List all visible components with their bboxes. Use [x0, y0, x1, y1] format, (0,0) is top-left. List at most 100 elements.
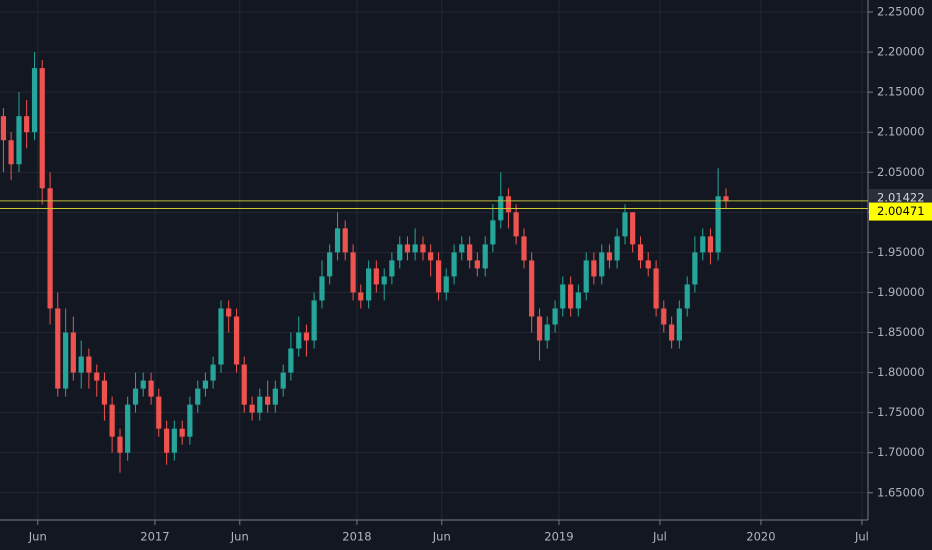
- candle-body: [366, 268, 372, 301]
- candle-body: [474, 260, 480, 269]
- candle-body: [94, 372, 100, 381]
- x-tick-label: Jun: [432, 530, 451, 544]
- candle-body: [226, 308, 232, 317]
- candle-body: [606, 252, 613, 261]
- candle-body: [63, 332, 69, 389]
- candle-body: [443, 276, 449, 293]
- candle-body: [358, 292, 364, 301]
- y-tick-label: 2.10000: [877, 125, 925, 139]
- candle-body: [78, 356, 84, 373]
- candle-body: [342, 228, 348, 253]
- candle-body: [327, 252, 333, 277]
- candle-body: [70, 332, 76, 373]
- y-tick-label: 1.90000: [877, 285, 925, 299]
- candle-body: [591, 260, 597, 277]
- candle-body: [86, 356, 92, 373]
- candle-body: [381, 276, 387, 285]
- candle-body: [202, 380, 209, 389]
- candle-body: [505, 196, 512, 213]
- candle-body: [109, 404, 115, 437]
- candle-body: [132, 388, 139, 405]
- candle-body: [218, 308, 224, 365]
- candle-body: [195, 388, 201, 405]
- x-tick-label: 2018: [342, 530, 371, 544]
- candle-body: [404, 244, 411, 253]
- candle-body: [265, 396, 271, 405]
- candle-body: [233, 316, 240, 365]
- candle-body: [645, 260, 651, 269]
- candle-body: [707, 236, 714, 253]
- candle-body: [164, 428, 170, 453]
- candle-body: [614, 236, 620, 261]
- candle-body: [350, 252, 356, 293]
- candle-body: [669, 324, 675, 341]
- candle-body: [459, 244, 465, 253]
- candle-body: [575, 292, 581, 309]
- candle-body: [140, 380, 146, 389]
- candle-body: [179, 428, 185, 437]
- candle-body: [16, 116, 22, 165]
- x-tick-label: Jun: [28, 530, 47, 544]
- candle-body: [334, 228, 341, 253]
- candle-body: [47, 188, 53, 309]
- candle-body: [288, 348, 294, 373]
- y-tick-label: 1.80000: [877, 365, 925, 379]
- candle-body: [24, 116, 30, 133]
- candle-body: [513, 212, 519, 237]
- candle-body: [55, 308, 61, 389]
- candle-body: [552, 308, 558, 325]
- y-tick-label: 1.85000: [877, 325, 925, 339]
- candle-body: [529, 260, 535, 317]
- y-tick-label: 2.15000: [877, 85, 925, 99]
- x-tick-label: Jul: [854, 530, 869, 544]
- candle-body: [490, 220, 496, 245]
- candle-body: [435, 260, 442, 293]
- candle-body: [280, 372, 286, 389]
- candle-body: [249, 404, 255, 413]
- candle-body: [630, 212, 636, 245]
- candle-body: [544, 324, 550, 341]
- candle-body: [311, 300, 317, 341]
- candle-body: [684, 284, 690, 309]
- candle-body: [412, 244, 418, 253]
- y-tick-label: 2.05000: [877, 165, 925, 179]
- y-tick-label: 2.25000: [877, 5, 925, 19]
- candle-body: [692, 252, 698, 285]
- candle-body: [272, 388, 278, 405]
- candle-body: [373, 268, 379, 285]
- candle-body: [568, 284, 574, 309]
- candle-body: [31, 68, 38, 133]
- candle-body: [148, 380, 154, 397]
- y-tick-label: 1.75000: [877, 405, 925, 419]
- candle-body: [428, 252, 434, 261]
- candle-body: [397, 244, 403, 261]
- x-tick-label: 2019: [544, 530, 573, 544]
- candle-body: [156, 396, 162, 429]
- candle-body: [241, 364, 247, 405]
- candle-body: [101, 380, 108, 405]
- candle-body: [257, 396, 263, 413]
- x-tick-label: 2017: [140, 530, 169, 544]
- candle-body: [125, 404, 131, 453]
- candle-body: [319, 276, 325, 301]
- candle-body: [451, 252, 457, 277]
- candle-body: [583, 260, 589, 293]
- candle-body: [715, 196, 721, 253]
- candle-body: [560, 284, 566, 309]
- y-tick-label: 1.65000: [877, 485, 925, 499]
- candle-body: [536, 316, 543, 341]
- candle-body: [303, 332, 310, 341]
- candle-body: [599, 252, 605, 277]
- candle-body: [467, 244, 473, 261]
- candle-body: [210, 364, 216, 381]
- y-tick-label: 1.70000: [877, 445, 925, 459]
- candle-body: [482, 244, 488, 269]
- candle-body: [389, 260, 395, 277]
- candle-body: [0, 116, 7, 141]
- x-tick-label: Jun: [230, 530, 249, 544]
- candle-body: [187, 404, 193, 437]
- price-label-box: [869, 188, 932, 207]
- x-tick-label: Jul: [652, 530, 667, 544]
